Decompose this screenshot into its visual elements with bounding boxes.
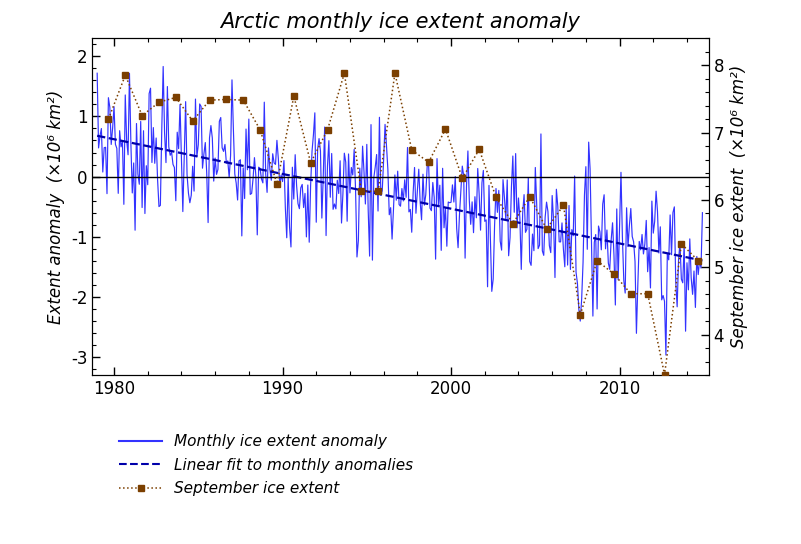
Y-axis label: Extent anomaly  (×10⁶ km²): Extent anomaly (×10⁶ km²) xyxy=(47,90,65,324)
Legend: Monthly ice extent anomaly, Linear fit to monthly anomalies, September ice exten: Monthly ice extent anomaly, Linear fit t… xyxy=(114,428,420,502)
Y-axis label: September ice extent  (×10⁶ km²): September ice extent (×10⁶ km²) xyxy=(730,65,748,348)
Title: Arctic monthly ice extent anomaly: Arctic monthly ice extent anomaly xyxy=(220,13,581,32)
